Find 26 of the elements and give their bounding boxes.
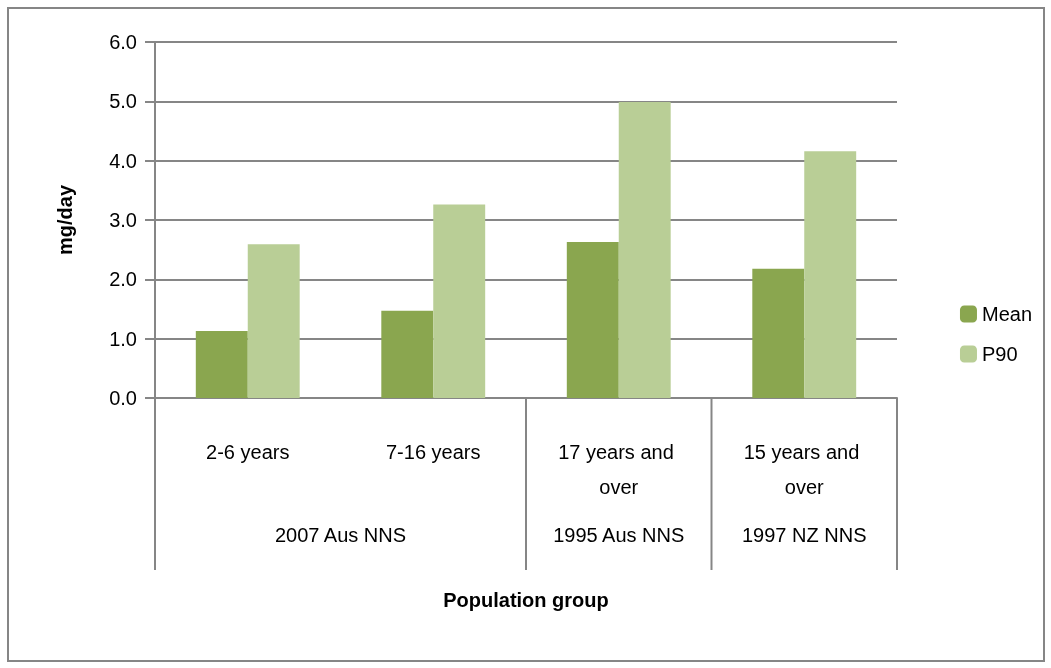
- y-tick-label: 2.0: [109, 268, 137, 291]
- y-tick-label: 3.0: [109, 209, 137, 231]
- y-axis-title: mg/day: [54, 184, 76, 256]
- x-tick-label: 15 years and over: [743, 440, 865, 498]
- text: 1997 NZ NNS: [742, 524, 867, 546]
- bar: [433, 204, 486, 398]
- bar: [804, 151, 857, 398]
- legend-label: P90: [981, 343, 1018, 365]
- y-tick-label: 6.0: [109, 31, 137, 53]
- x-tick-label: 17 years and over: [558, 440, 680, 498]
- x-axis-title: Population group: [443, 589, 609, 611]
- bar: [566, 241, 619, 398]
- y-tick-label: 4.0: [109, 149, 137, 172]
- legend-label: Mean: [981, 303, 1032, 325]
- bar: [618, 101, 671, 398]
- text: 2007 Aus NNS: [274, 524, 407, 546]
- x-tick-label: 7-16 years: [386, 440, 481, 463]
- bar: [247, 244, 300, 398]
- bar: [381, 310, 434, 398]
- y-tick-label: 5.0: [109, 90, 137, 113]
- bar: [195, 330, 248, 398]
- y-tick-label: 1.0: [109, 327, 137, 350]
- x-tick-label: 2-6 years: [206, 440, 290, 463]
- bar: [752, 268, 805, 398]
- y-tick-label: 0.0: [109, 387, 137, 409]
- text: 1995 Aus NNS: [553, 524, 685, 546]
